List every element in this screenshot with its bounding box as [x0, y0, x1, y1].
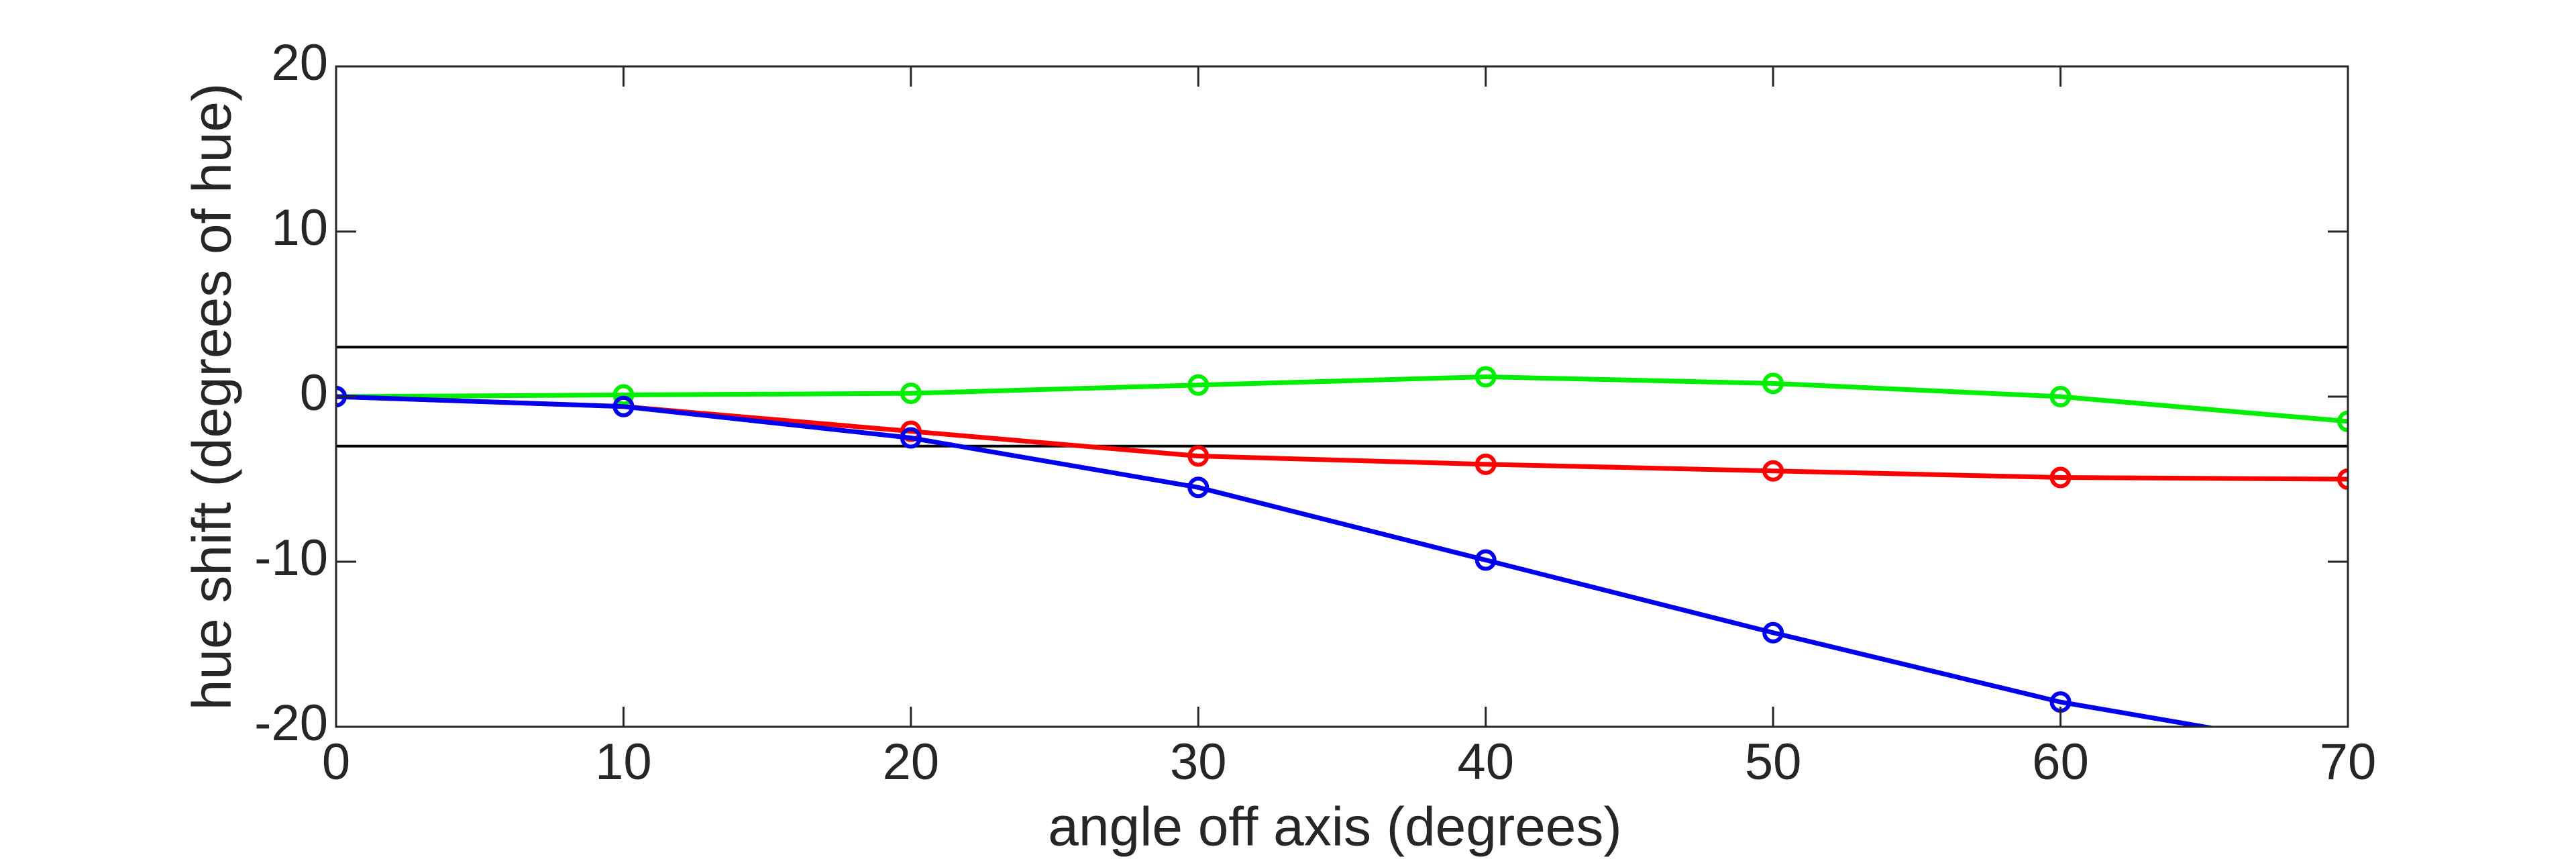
- series-line: [336, 374, 2348, 424]
- data-point: [1187, 374, 1210, 396]
- x-tick-label: 20: [883, 734, 940, 791]
- data-point: [2049, 466, 2072, 489]
- data-point: [900, 427, 922, 449]
- x-axis-label: angle off axis (degrees): [1048, 797, 1621, 858]
- data-point: [2337, 410, 2348, 432]
- x-tick-label: 50: [1745, 734, 1802, 791]
- data-point: [1474, 549, 1497, 571]
- data-point: [612, 384, 635, 406]
- y-axis-label: hue shift (degrees of hue): [182, 83, 243, 710]
- data-point: [900, 383, 922, 405]
- x-tick-label: 40: [1457, 734, 1514, 791]
- data-point: [1474, 366, 1497, 388]
- data-point: [1474, 453, 1497, 475]
- data-point: [2337, 468, 2348, 490]
- y-tick-label: 0: [300, 364, 328, 421]
- data-point: [1762, 621, 1784, 644]
- y-tick-label: 20: [271, 34, 328, 91]
- x-tick-label: 0: [322, 734, 350, 791]
- x-tick-label: 10: [595, 734, 652, 791]
- plot-area: [336, 346, 2348, 727]
- axes-box: [335, 65, 2349, 728]
- data-point: [612, 395, 635, 417]
- data-point: [1187, 445, 1210, 467]
- data-point: [1762, 460, 1784, 482]
- x-tick-label: 70: [2320, 734, 2377, 791]
- data-point: [2049, 386, 2072, 407]
- series-line: [336, 394, 2218, 727]
- x-tick-label: 30: [1170, 734, 1227, 791]
- y-tick-label: -10: [254, 529, 328, 587]
- y-tick-label: -20: [254, 695, 328, 752]
- data-point: [1187, 476, 1210, 499]
- x-tick-label: 60: [2032, 734, 2089, 791]
- data-point: [1762, 372, 1784, 395]
- y-tick-label: 10: [271, 199, 328, 256]
